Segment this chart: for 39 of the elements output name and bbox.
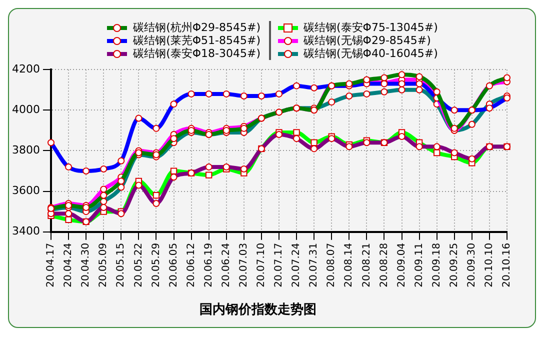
legend-label: 碳结钢(莱芜Φ51-8545#) bbox=[133, 34, 260, 47]
legend-label: 碳结钢(无锡Φ29-8545#) bbox=[304, 34, 431, 47]
x-tick-label: 20.06.24 bbox=[220, 242, 232, 288]
x-tick-label: 20.04.30 bbox=[80, 242, 92, 288]
text: 国内钢价指数走势图 bbox=[200, 302, 316, 318]
x-tick-label: 20.10.16 bbox=[502, 242, 513, 288]
y-tick-label: 3800 bbox=[12, 144, 40, 157]
x-tick-label: 20.08.21 bbox=[361, 242, 372, 288]
x-tick-label: 20.06.19 bbox=[203, 242, 214, 288]
legend-label: 碳结钢(泰安Φ18-3045#) bbox=[133, 47, 260, 60]
x-tick-label: 20.06.12 bbox=[186, 242, 197, 288]
x-tick-label: 20.04.17 bbox=[46, 242, 57, 288]
x-tick-label: 20.05.29 bbox=[150, 242, 162, 288]
legend-label: 碳结钢(泰安Φ75-13045#) bbox=[304, 21, 438, 34]
x-tick-label: 20.08.14 bbox=[344, 242, 355, 288]
x-tick-label: 20.05.15 bbox=[116, 242, 127, 288]
x-tick-label: 20.07.31 bbox=[308, 242, 320, 288]
x-tick-label: 20.09.25 bbox=[448, 242, 460, 288]
y-tick-label: 3600 bbox=[12, 184, 40, 198]
y-tick-label: 4200 bbox=[12, 62, 40, 76]
x-tick-label: 20.09.30 bbox=[466, 242, 478, 288]
legend-label: 碳结钢(无锡Φ40-16045#) bbox=[304, 47, 438, 60]
x-tick-label: 20.07.10 bbox=[256, 242, 268, 288]
y-tick-label: 3400 bbox=[12, 224, 40, 238]
x-tick-label: 20.09.18 bbox=[431, 242, 442, 288]
x-tick-label: 20.07.24 bbox=[291, 242, 302, 288]
x-tick-label: 20.05.22 bbox=[133, 242, 144, 288]
x-tick-label: 20.09.04 bbox=[396, 242, 408, 288]
x-tick-label: 20.08.28 bbox=[378, 242, 390, 288]
legend-label: 碳结钢(杭州Φ29-8545#) bbox=[133, 21, 260, 34]
x-tick-label: 20.10.10 bbox=[484, 242, 496, 288]
x-tick-label: 20.06.05 bbox=[168, 242, 180, 288]
x-tick-label: 20.08.07 bbox=[326, 242, 338, 288]
x-tick-label: 20.07.17 bbox=[274, 242, 285, 288]
x-tick-label: 20.09.11 bbox=[414, 242, 425, 288]
x-tick-label: 20.05.09 bbox=[98, 242, 110, 288]
x-tick-label: 20.07.03 bbox=[238, 242, 250, 288]
x-tick-label: 20.04.24 bbox=[63, 242, 74, 288]
y-tick-label: 4000 bbox=[12, 103, 40, 116]
